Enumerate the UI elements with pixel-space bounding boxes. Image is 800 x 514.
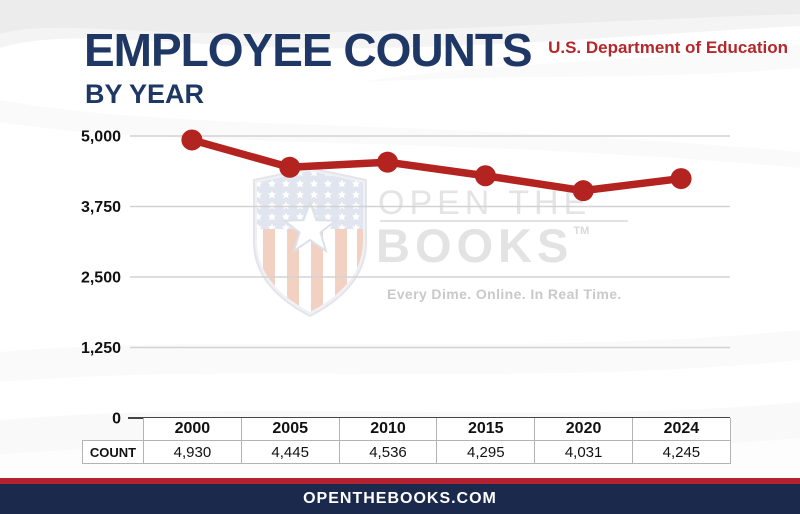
y-tick-label: 2,500 [81,270,121,287]
openthebooks-watermark: OPEN THE BOOKSTM Every Dime. Online. In … [253,167,628,317]
shield-logo-icon [253,167,367,317]
y-tick-label: 5,000 [81,129,121,146]
count-cell: 4,445 [240,440,340,464]
footer-url: OPENTHEBOOKS.COM [303,490,497,507]
watermark-brand-top: OPEN THE [378,184,592,222]
count-row-label: COUNT [82,440,144,464]
agency-label: U.S. Department of Education [548,38,788,57]
year-header: 2000 [143,418,242,441]
count-cell: 4,536 [338,440,438,464]
count-series-line [188,136,685,195]
trademark-symbol: TM [573,225,590,237]
count-cell: 4,031 [534,440,633,464]
watermark-tagline: Every Dime. Online. In Real Time. [387,286,622,302]
table-corner [83,418,144,441]
watermark-divider [380,220,628,222]
year-header: 2015 [436,418,536,441]
footer-red-stripe [0,478,800,484]
count-value-row: COUNT 4,930 4,445 4,536 4,295 4,031 4,245 [82,440,731,464]
data-point [279,156,301,178]
y-tick-label: 0 [112,411,121,428]
data-point [377,151,399,173]
year-header: 2005 [240,418,340,441]
data-point [181,129,203,151]
employee-counts-line-chart: 5,000 3,750 2,500 1,250 0 [81,129,730,428]
y-tick-label: 1,250 [81,340,121,357]
count-cell: 4,930 [143,440,242,464]
year-header: 2020 [534,418,633,441]
year-header: 2024 [631,418,731,441]
page-subtitle: BY YEAR [85,79,205,109]
data-point [572,180,594,202]
data-point [670,168,692,190]
counts-table: 2000 2005 2010 2015 2020 2024 COUNT 4,930 4,445… [82,418,731,464]
watermark-brand-bottom: BOOKSTM [376,219,590,272]
year-header: 2010 [338,418,438,441]
page-title: EMPLOYEE COUNTS [84,24,533,76]
count-cell: 4,245 [631,440,731,464]
y-tick-label: 3,750 [81,199,121,216]
data-point [474,165,496,187]
year-header-row: 2000 2005 2010 2015 2020 2024 [83,418,731,441]
count-cell: 4,295 [436,440,536,464]
footer-bar: OPENTHEBOOKS.COM [0,484,800,514]
